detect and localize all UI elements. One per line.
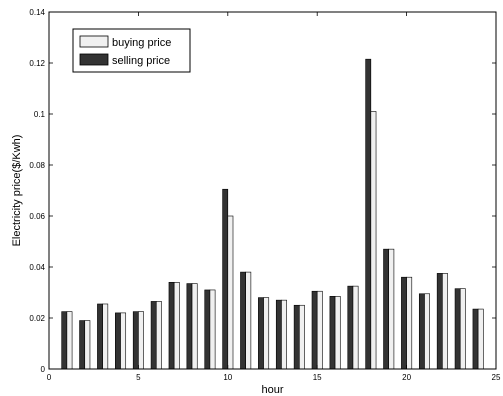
bar-buying-price-21 xyxy=(424,293,430,370)
x-axis-ticks: 0 5 10 15 20 25 xyxy=(47,12,501,382)
bar-buying-price-7 xyxy=(173,281,180,370)
bar-selling-price-16 xyxy=(329,296,336,370)
bar-selling-price-15 xyxy=(311,290,318,370)
bar-buying-price-16 xyxy=(334,296,341,370)
legend: buying price selling price xyxy=(72,28,191,73)
bar-selling-price-13 xyxy=(275,299,282,370)
bar-buying-price-2 xyxy=(84,320,91,370)
x-tick-label-20: 20 xyxy=(402,373,411,382)
bar-selling-price-5 xyxy=(132,311,139,370)
bar-selling-price-24 xyxy=(472,308,479,370)
bar-buying-price-24 xyxy=(477,308,484,370)
bar-buying-price-18 xyxy=(370,111,377,370)
y-tick-label-0.1: 0.1 xyxy=(34,110,46,119)
plot-frame xyxy=(48,11,497,370)
x-tick-label-10: 10 xyxy=(223,373,232,382)
bar-selling-price-17 xyxy=(347,285,354,370)
bar-buying-price-8 xyxy=(191,283,198,370)
bar-buying-price-20 xyxy=(406,276,413,370)
y-tick-label-0.06: 0.06 xyxy=(29,212,45,221)
bar-selling-price-10 xyxy=(222,188,229,370)
bar-buying-price-19 xyxy=(388,248,395,370)
bar-selling-price-21 xyxy=(418,293,425,370)
y-tick-label-0.12: 0.12 xyxy=(29,59,45,68)
bar-buying-price-4 xyxy=(120,312,127,370)
bar-buying-price-9 xyxy=(209,289,216,370)
bar-buying-price-22 xyxy=(442,273,448,370)
bar-selling-price-12 xyxy=(258,297,264,370)
x-axis-label: hour xyxy=(261,384,283,396)
bar-selling-price-19 xyxy=(383,248,390,370)
legend-swatch-selling-price xyxy=(79,53,109,66)
bar-buying-price-6 xyxy=(155,301,162,370)
bar-buying-price-3 xyxy=(102,303,109,370)
bar-buying-price-10 xyxy=(227,215,234,370)
x-tick-label-5: 5 xyxy=(136,373,141,382)
bar-selling-price-6 xyxy=(150,301,157,370)
bar-buying-price-13 xyxy=(281,299,287,370)
bar-buying-price-15 xyxy=(316,290,323,370)
x-tick-label-15: 15 xyxy=(313,373,322,382)
bar-selling-price-11 xyxy=(240,271,246,370)
bar-selling-price-2 xyxy=(79,320,86,370)
y-tick-label-0: 0 xyxy=(41,365,46,374)
y-tick-label-0.08: 0.08 xyxy=(29,161,45,170)
y-tick-label-0.04: 0.04 xyxy=(29,263,45,272)
bar-selling-price-14 xyxy=(293,304,300,370)
bar-selling-price-23 xyxy=(454,288,461,370)
legend-swatch-buying-price xyxy=(79,35,109,48)
bar-buying-price-1 xyxy=(66,311,73,370)
bar-buying-price-14 xyxy=(299,304,305,370)
bar-buying-price-11 xyxy=(245,271,252,370)
bar-selling-price-3 xyxy=(97,303,103,370)
bar-buying-price-23 xyxy=(459,288,466,370)
bar-buying-price-17 xyxy=(352,285,359,370)
x-tick-label-0: 0 xyxy=(47,373,52,382)
bar-buying-price-5 xyxy=(138,311,144,370)
bars-layer xyxy=(61,58,484,370)
bar-selling-price-7 xyxy=(168,281,175,370)
y-axis-label: Electricity price($/Kwh) xyxy=(11,135,23,247)
bar-selling-price-8 xyxy=(186,283,193,370)
bar-selling-price-22 xyxy=(436,273,443,370)
y-tick-label-0.14: 0.14 xyxy=(29,8,45,17)
bar-buying-price-12 xyxy=(263,297,270,370)
bar-selling-price-1 xyxy=(61,311,68,370)
y-axis-ticks: 0 0.02 0.04 0.06 0.08 0.1 0.12 0.14 xyxy=(29,8,496,374)
y-tick-label-0.02: 0.02 xyxy=(29,314,45,323)
bar-selling-price-20 xyxy=(401,276,407,370)
legend-label-selling-price: selling price xyxy=(112,55,170,67)
x-tick-label-25: 25 xyxy=(492,373,501,382)
legend-label-buying-price: buying price xyxy=(112,37,171,49)
bar-selling-price-4 xyxy=(115,312,121,370)
bar-selling-price-18 xyxy=(365,58,372,370)
bar-selling-price-9 xyxy=(204,289,211,370)
